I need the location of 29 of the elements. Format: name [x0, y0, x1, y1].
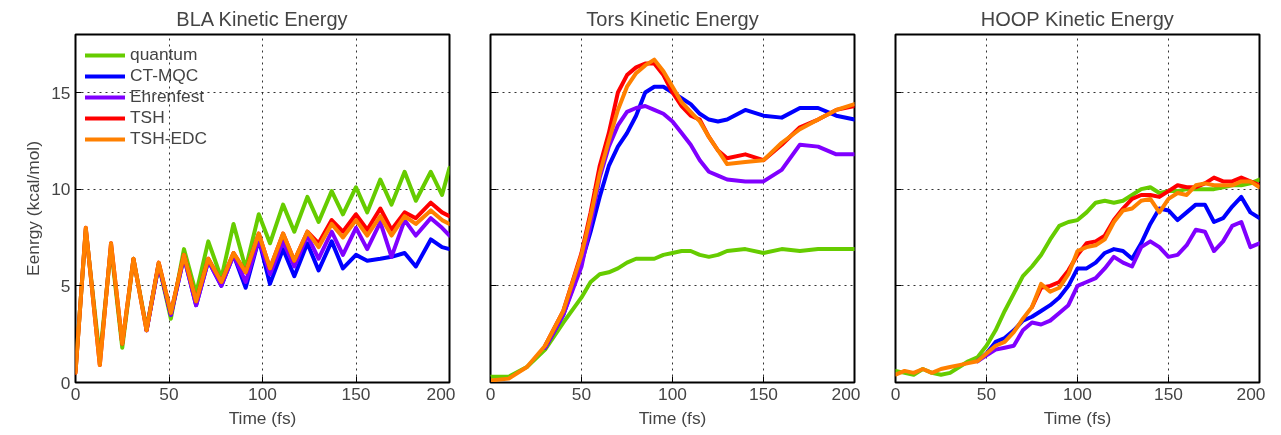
x-tick-label: 100 — [1063, 383, 1092, 404]
x-axis-title: Time (fs) — [638, 407, 707, 428]
chart-title: HOOP Kinetic Energy — [980, 7, 1174, 30]
x-tick-label: 200 — [831, 383, 861, 404]
legend-label: TSH — [130, 107, 165, 128]
y-tick-label: 5 — [60, 275, 71, 296]
x-tick-label: 0 — [485, 383, 496, 404]
y-tick-label: 15 — [51, 82, 71, 103]
chart-title: Tors Kinetic Energy — [586, 7, 759, 30]
x-axis-title: Time (fs) — [1043, 407, 1112, 428]
legend-label: quantum — [130, 44, 198, 65]
chart-title: BLA Kinetic Energy — [176, 7, 348, 30]
x-tick-label: 200 — [1236, 383, 1266, 404]
x-tick-label: 50 — [159, 383, 179, 404]
y-tick-label: 10 — [51, 179, 71, 200]
legend-label: Ehrenfest — [130, 86, 205, 107]
x-tick-label: 50 — [976, 383, 997, 404]
x-tick-label: 150 — [341, 383, 371, 404]
x-axis-title: Time (fs) — [228, 407, 297, 428]
x-tick-label: 0 — [890, 383, 901, 404]
x-tick-label: 150 — [1154, 383, 1183, 404]
x-tick-label: 50 — [571, 383, 592, 404]
x-tick-label: 150 — [749, 383, 778, 404]
y-axis-title: Eenrgy (kcal/mol) — [23, 141, 44, 276]
x-tick-label: 100 — [658, 383, 687, 404]
x-tick-label: 200 — [426, 383, 456, 404]
legend-label: CT-MQC — [130, 65, 199, 86]
x-tick-label: 100 — [248, 383, 277, 404]
legend-label: TSH-EDC — [130, 128, 208, 149]
